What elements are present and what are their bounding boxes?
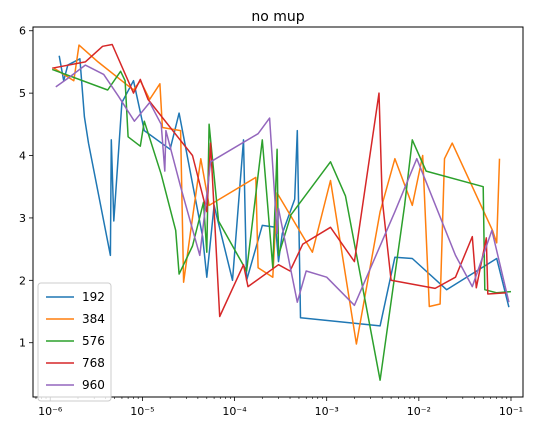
x-tick-label: 10⁻³ <box>315 405 339 418</box>
axis-ticks: 10⁻⁶ 10⁻⁵ 10⁻⁴ 10⁻³ 10⁻² 10⁻¹ 1 2 3 4 5 6 <box>19 25 523 418</box>
y-tick-label: 3 <box>19 212 26 225</box>
series-line-384 <box>53 44 501 345</box>
y-tick-label: 4 <box>19 150 26 163</box>
y-tick-label: 5 <box>19 87 26 100</box>
series-lines <box>51 43 512 381</box>
chart-title: no mup <box>251 9 304 25</box>
y-tick-label: 2 <box>19 274 26 287</box>
legend: 192 384 576 768 960 <box>37 282 112 402</box>
x-tick-label: 10⁻⁶ <box>38 405 63 418</box>
legend-label-576: 576 <box>82 334 105 348</box>
y-tick-label: 6 <box>19 25 26 38</box>
legend-label-960: 960 <box>82 378 105 392</box>
legend-label-384: 384 <box>82 312 105 326</box>
y-tick-label: 1 <box>19 337 26 350</box>
axes-frame <box>32 26 524 398</box>
legend-label-768: 768 <box>82 356 105 370</box>
series-line-768 <box>52 43 507 318</box>
series-line-576 <box>51 68 512 381</box>
x-tick-label: 10⁻² <box>407 405 431 418</box>
x-tick-label: 10⁻⁵ <box>130 405 154 418</box>
legend-label-192: 192 <box>82 290 105 304</box>
legend-frame <box>37 282 112 402</box>
x-tick-label: 10⁻¹ <box>499 405 523 418</box>
series-line-960 <box>55 64 510 307</box>
x-tick-label: 10⁻⁴ <box>222 405 247 418</box>
